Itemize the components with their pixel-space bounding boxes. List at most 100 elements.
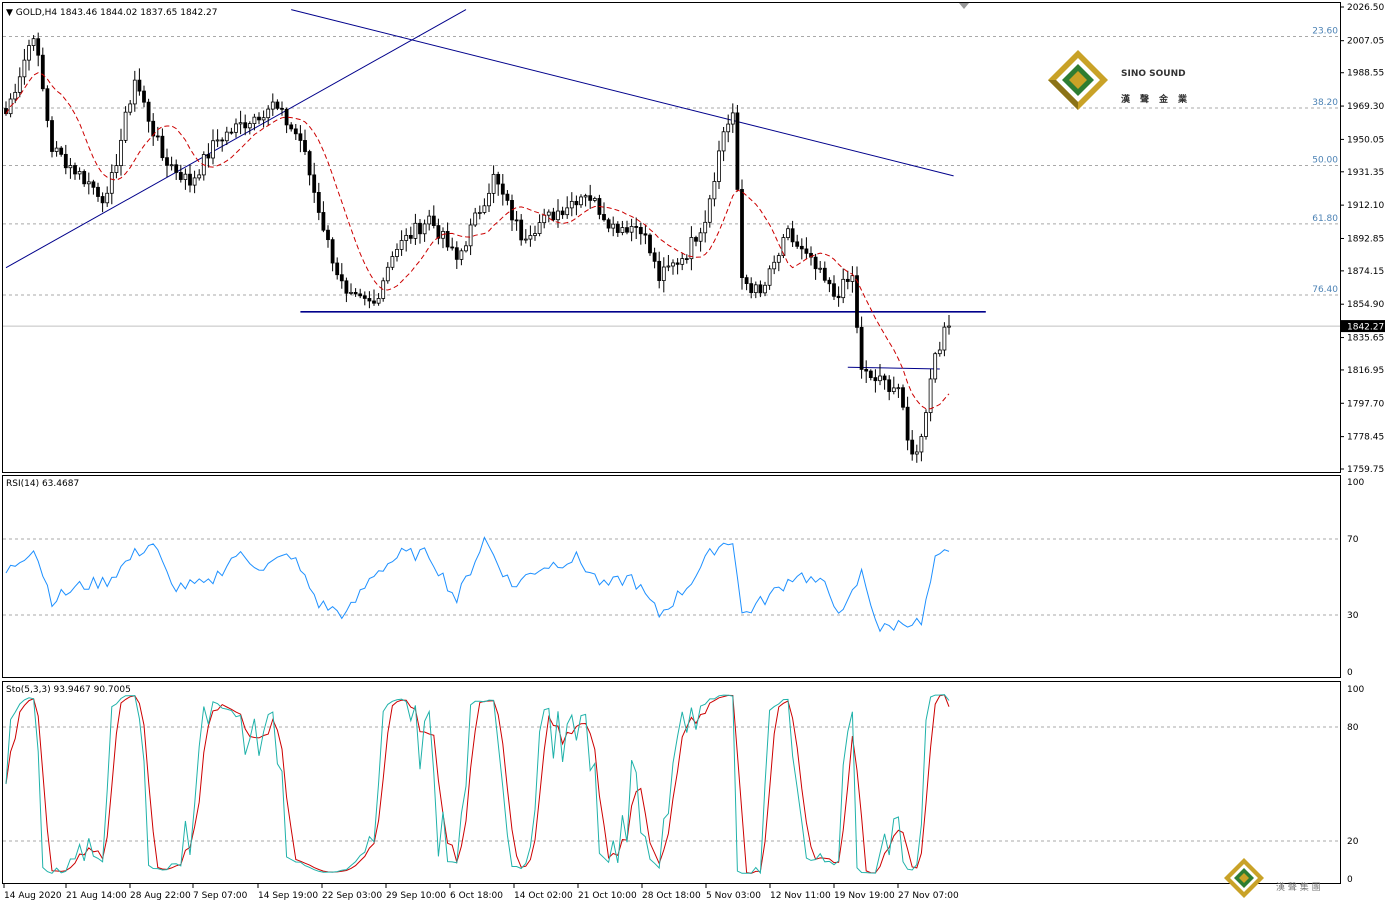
watermark-logo: 漢 聲 集 團	[1224, 858, 1321, 898]
rsi-tick-label: 30	[1347, 611, 1359, 621]
candle-body	[344, 280, 349, 294]
collapse-icon[interactable]: ▼	[6, 8, 16, 18]
candle-body	[436, 225, 441, 239]
time-tick-label: 19 Nov 19:00	[834, 891, 895, 901]
trendline-falling-trendline	[291, 9, 954, 177]
candle-body	[339, 274, 344, 282]
candle-body	[818, 267, 823, 270]
candle-body	[238, 122, 243, 125]
candle-body	[119, 139, 123, 167]
candle-body	[703, 221, 708, 234]
candle-body	[50, 120, 54, 152]
candle-body	[666, 265, 671, 268]
trendline-rising-trendline	[5, 9, 467, 269]
candle-body	[358, 293, 363, 297]
candle-body	[546, 211, 551, 216]
candle-body	[905, 406, 910, 441]
sto-k-line	[5, 694, 950, 875]
candle-body	[77, 171, 82, 175]
candle-body	[91, 181, 96, 188]
candle-body	[105, 192, 110, 204]
candle-body	[634, 226, 639, 228]
candle-body	[431, 215, 436, 226]
candle-body	[418, 222, 422, 235]
sto-d-line	[5, 694, 950, 874]
fib-level-label: 76.40	[1312, 285, 1338, 295]
candle-body	[59, 147, 64, 155]
candle-body	[537, 222, 542, 234]
candle-body	[643, 233, 648, 236]
candle-body	[349, 292, 353, 294]
candle-body	[620, 227, 625, 233]
candle-body	[215, 139, 220, 142]
price-tick-label: 1969.30	[1347, 102, 1384, 112]
candle-body	[96, 186, 100, 197]
candle-body	[859, 326, 864, 370]
candle-body	[698, 232, 703, 242]
candle-body	[919, 436, 924, 453]
candle-body	[330, 239, 335, 264]
candle-body	[556, 210, 560, 221]
candle-body	[588, 195, 593, 201]
candlesticks	[4, 32, 951, 463]
candle-body	[565, 207, 570, 216]
trendlines	[5, 9, 986, 370]
candle-body	[174, 164, 179, 173]
candle-body	[362, 295, 367, 299]
candle-body	[390, 256, 395, 268]
candle-body	[36, 38, 41, 56]
candle-body	[289, 124, 294, 130]
candle-body	[712, 181, 717, 200]
rsi-panel: 100 70 30 0	[3, 478, 1364, 678]
candle-body	[298, 133, 303, 141]
candle-body	[569, 200, 574, 209]
candle-body	[206, 154, 211, 159]
candle-body	[611, 223, 616, 229]
candle-body	[22, 59, 27, 78]
candle-body	[767, 268, 772, 286]
candle-body	[574, 200, 579, 206]
candle-body	[229, 131, 234, 134]
candle-body	[542, 214, 547, 224]
sto-tick-label: 80	[1347, 723, 1359, 733]
candle-body	[395, 249, 399, 257]
candle-body	[353, 292, 358, 295]
candle-body	[247, 123, 252, 129]
chart-shift-marker-icon[interactable]	[959, 3, 969, 9]
candle-body	[850, 275, 855, 282]
last-price-label: 1842.27	[1347, 323, 1384, 333]
candle-body	[114, 165, 119, 173]
candle-body	[615, 223, 620, 233]
price-tick-label: 1874.15	[1347, 267, 1384, 277]
candle-body	[275, 101, 280, 109]
candle-body	[487, 192, 491, 207]
candle-body	[638, 227, 643, 235]
fib-level-label: 23.60	[1312, 26, 1338, 36]
candle-body	[721, 131, 726, 152]
candle-body	[137, 79, 142, 92]
price-tick-label: 1816.95	[1347, 366, 1384, 376]
time-tick-label: 14 Sep 19:00	[258, 891, 318, 901]
candle-body	[781, 237, 786, 257]
candle-body	[321, 212, 326, 231]
candle-body	[901, 387, 905, 408]
price-tick-label: 1931.35	[1347, 168, 1384, 178]
candle-body	[864, 369, 869, 372]
candle-body	[560, 210, 565, 216]
candle-body	[836, 295, 841, 299]
candle-body	[303, 140, 307, 152]
candle-body	[758, 284, 763, 294]
brand-name-en: SINO SOUND	[1121, 69, 1186, 79]
sto-panel-frame	[2, 681, 1341, 884]
price-tick-label: 1988.55	[1347, 69, 1384, 79]
candle-body	[151, 120, 156, 137]
chart-title: ▼ GOLD,H4 1843.46 1844.02 1837.65 1842.2…	[6, 8, 217, 18]
candle-body	[335, 262, 340, 276]
candle-body	[671, 262, 675, 267]
candle-body	[813, 256, 818, 270]
candle-body	[165, 157, 169, 166]
candle-body	[832, 283, 836, 297]
candle-body	[648, 234, 652, 254]
candle-body	[243, 122, 248, 129]
